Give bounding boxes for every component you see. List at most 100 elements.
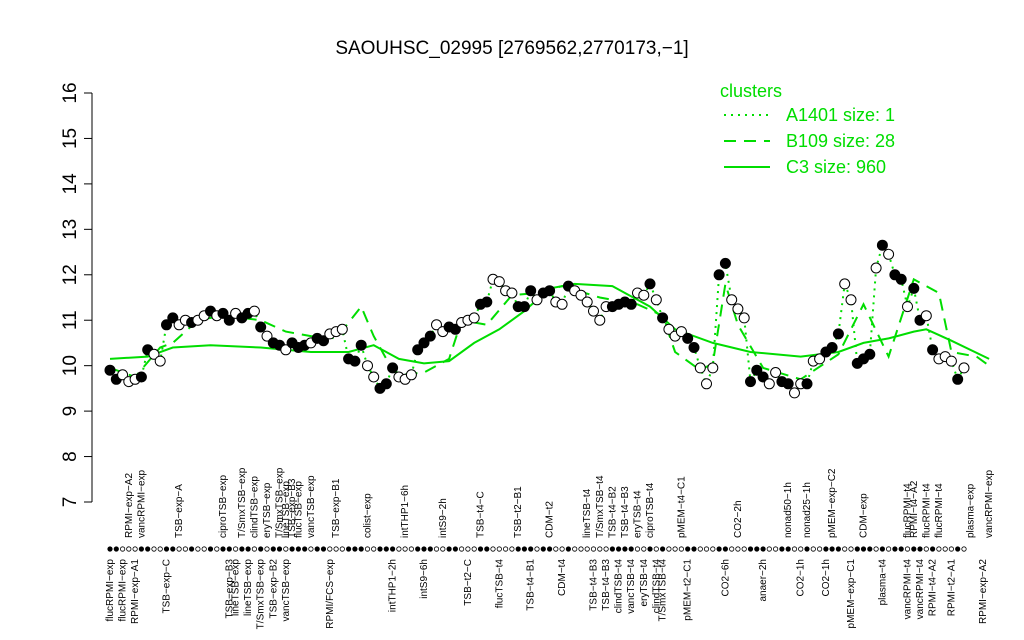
- data-point-open: [694, 362, 706, 374]
- data-point-open: [362, 360, 373, 372]
- rug-marker: [302, 546, 308, 552]
- rug-marker: [239, 546, 245, 552]
- rug-marker: [691, 546, 697, 552]
- rug-marker: [672, 546, 678, 552]
- sample-rug: [107, 546, 967, 552]
- data-point-filled: [161, 319, 172, 331]
- data-point-open: [870, 262, 882, 274]
- rug-marker: [327, 546, 333, 552]
- x-label-bottom: RPMI/FCS−exp: [325, 559, 336, 629]
- rug-marker: [163, 546, 170, 552]
- rug-marker: [383, 546, 389, 552]
- rug-marker: [735, 546, 741, 552]
- data-point-open: [701, 378, 712, 390]
- rug-marker: [207, 546, 214, 552]
- rug-marker: [603, 546, 609, 552]
- data-point-filled: [104, 364, 116, 376]
- legend-label: A1401 size: 1: [786, 105, 895, 125]
- rug-marker: [885, 546, 892, 552]
- x-label-top: ciproTSB−exp: [218, 474, 229, 538]
- x-label-top: eryTSB−exp: [262, 482, 273, 538]
- rug-marker: [904, 546, 911, 552]
- data-point-open: [588, 305, 599, 317]
- y-tick-label: 10: [60, 355, 81, 376]
- x-label-bottom: RPMI−exp−A2: [978, 559, 989, 624]
- data-point-filled: [380, 378, 392, 390]
- data-point-filled: [318, 335, 329, 347]
- x-label-bottom: lineTSB−exp: [243, 559, 254, 616]
- rug-marker: [245, 546, 251, 552]
- rug-marker: [835, 546, 842, 552]
- rug-marker: [283, 546, 289, 552]
- rug-marker: [427, 546, 433, 552]
- data-point-open: [531, 294, 543, 306]
- x-label-bottom: plasma−t4: [877, 559, 888, 606]
- data-point-open: [814, 353, 826, 365]
- y-tick-label: 12: [60, 264, 81, 285]
- rug-marker: [465, 546, 471, 552]
- x-label-bottom: TSB−exp−B3: [224, 559, 235, 619]
- data-point-filled: [223, 314, 235, 326]
- data-point-open: [763, 378, 775, 390]
- data-point-open: [581, 296, 593, 308]
- data-point-filled: [751, 364, 763, 376]
- y-tick-label: 7: [60, 497, 81, 508]
- rug-marker: [540, 546, 546, 552]
- x-label-top: T/SmxTSB−t4: [595, 475, 606, 538]
- rug-marker: [879, 546, 886, 552]
- rug-marker: [823, 546, 829, 552]
- x-label-top: TSB−t2−B1: [513, 486, 524, 538]
- rug-marker: [615, 546, 622, 552]
- x-label-top: plasma−exp: [965, 483, 976, 538]
- data-point-open: [958, 362, 970, 374]
- x-label-top: CDM−exp: [859, 493, 870, 538]
- rug-marker: [364, 546, 371, 552]
- rug-marker: [289, 546, 295, 552]
- x-label-bottom: T/SmxTSB−exp: [256, 559, 267, 630]
- rug-marker: [546, 546, 553, 552]
- rug-marker: [553, 546, 559, 552]
- rug-marker: [195, 546, 201, 552]
- rug-marker: [458, 546, 465, 552]
- x-label-top: CO2−2h: [733, 500, 744, 538]
- data-point-filled: [418, 337, 430, 349]
- rug-marker: [440, 546, 446, 552]
- rug-marker: [157, 546, 163, 552]
- x-label-bottom: intTHP1−2h: [388, 559, 399, 612]
- rug-marker: [873, 546, 879, 552]
- rug-marker: [408, 546, 414, 552]
- rug-marker: [402, 546, 408, 552]
- rug-marker: [729, 546, 735, 552]
- x-label-top: T/SmxTSB−exp: [275, 467, 286, 538]
- x-label-top: CDM−t2: [545, 501, 556, 538]
- data-point-filled: [713, 269, 725, 281]
- rug-marker: [923, 546, 929, 552]
- rug-marker: [590, 546, 597, 552]
- rug-marker: [145, 546, 151, 552]
- data-point-filled: [481, 296, 493, 308]
- y-tick-label: 11: [60, 310, 81, 330]
- rug-marker: [572, 546, 578, 552]
- rug-marker: [867, 546, 873, 552]
- rug-marker: [226, 546, 232, 552]
- x-label-bottom: RPMI−t4−A2: [928, 559, 939, 617]
- data-point-filled: [525, 285, 537, 297]
- rug-marker: [791, 546, 798, 552]
- rug-marker: [477, 546, 484, 552]
- x-label-bottom: clindTSB−t4: [651, 559, 662, 614]
- data-point-open: [902, 301, 913, 313]
- rug-marker: [929, 546, 936, 552]
- x-label-top: intS9−2h: [438, 498, 449, 538]
- data-point-open: [556, 298, 568, 310]
- x-axis-labels: RPMI−exp−A2 vancRPMI−exp TSB−exp−A ciproTSB…: [105, 467, 995, 629]
- x-label-top: TSB−exp−A: [174, 484, 185, 538]
- data-point-open: [261, 330, 273, 342]
- x-label-top: colist−exp: [363, 493, 374, 538]
- rug-marker: [898, 546, 904, 552]
- rug-marker: [634, 546, 641, 552]
- x-label-top: RPMI−t4−A2: [909, 480, 920, 538]
- data-point-open: [770, 367, 782, 378]
- rug-marker: [446, 546, 452, 552]
- rug-marker: [754, 546, 760, 552]
- x-label-top: vancRPMI−exp: [136, 469, 147, 538]
